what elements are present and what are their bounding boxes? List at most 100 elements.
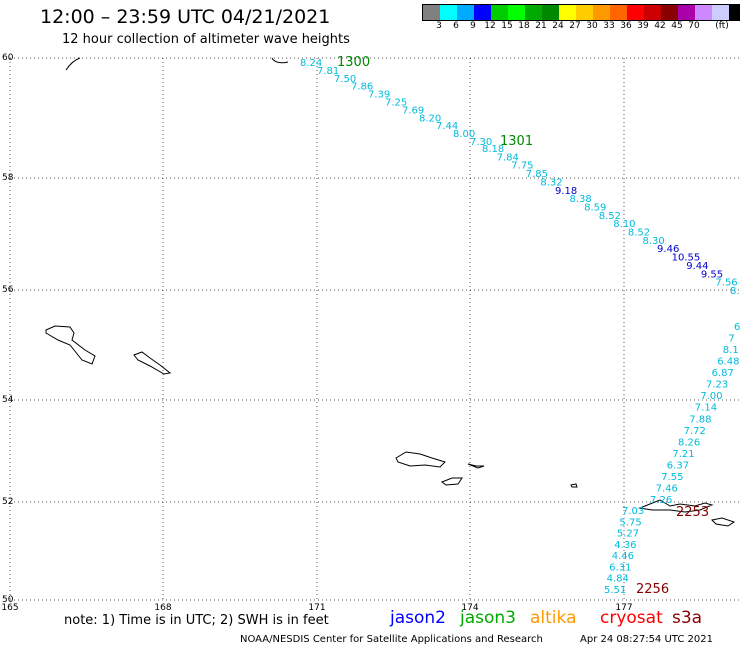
scale-swatch [593, 5, 610, 20]
swh-value: 9.18 [555, 186, 577, 197]
lon-label: 171 [308, 603, 325, 613]
scale-swatch [644, 5, 661, 20]
swh-value: 7.21 [672, 449, 694, 460]
swh-value: 6.87 [712, 368, 734, 379]
scale-label: 3 [436, 21, 442, 31]
scale-swatch [491, 5, 508, 20]
swh-value: 9.44 [686, 261, 708, 272]
swh-value: 8.18 [482, 144, 504, 155]
coastline [45, 325, 96, 365]
map-subtitle: 12 hour collection of altimeter wave hei… [62, 32, 350, 47]
swh-value: 6 [734, 322, 740, 333]
coastline [65, 57, 81, 71]
swh-value: 7.30 [470, 137, 492, 148]
swh-value: 7.75 [511, 161, 533, 172]
swh-value: 7.88 [689, 414, 711, 425]
coastline [133, 351, 172, 375]
scale-label: 33 [603, 21, 615, 31]
lat-label: 54 [2, 395, 14, 405]
lon-label: 165 [1, 603, 18, 613]
scale-label: 18 [518, 21, 530, 31]
map-title: 12:00 – 23:59 UTC 04/21/2021 [40, 6, 331, 28]
scale-unit: (ft) [715, 21, 729, 31]
coastline [440, 477, 463, 486]
coastline [395, 451, 446, 468]
coastline [467, 463, 485, 469]
lon-label: 174 [461, 603, 478, 613]
scale-swatch [695, 5, 712, 20]
swh-value: 8.26 [678, 437, 700, 448]
swh-value: 7.69 [402, 105, 424, 116]
credit-text: NOAA/NESDIS Center for Satellite Applica… [240, 634, 543, 645]
swh-value: 5.75 [619, 517, 641, 528]
scale-swatch [508, 5, 525, 20]
swh-value: 7.03 [622, 506, 644, 517]
swh-value: 7.56 [715, 278, 737, 289]
lon-label: 177 [615, 603, 632, 613]
swh-value: 4.46 [612, 551, 634, 562]
swh-value: 7.26 [650, 495, 672, 506]
swh-value: 8.20 [419, 113, 441, 124]
scale-label: 39 [637, 21, 649, 31]
satellite-s3a: s3a [672, 608, 703, 628]
swh-value: 7.81 [317, 66, 339, 77]
scale-label: 6 [453, 21, 459, 31]
scale-label: 9 [470, 21, 476, 31]
swh-value: 8.30 [642, 236, 664, 247]
scale-swatch [559, 5, 576, 20]
swh-value: 7.55 [661, 472, 683, 483]
scale-label: 45 [671, 21, 683, 31]
swh-value: 4.84 [607, 574, 629, 585]
lat-label: 60 [2, 53, 14, 63]
swh-value: 6.31 [609, 562, 631, 573]
swh-value: 7.14 [695, 403, 717, 414]
scale-swatch [661, 5, 678, 20]
swh-value: 7.50 [334, 74, 356, 85]
scale-swatch [440, 5, 457, 20]
footer-note: note: 1) Time is in UTC; 2) SWH is in fe… [64, 613, 329, 628]
lat-label: 50 [2, 595, 14, 605]
scale-label: 21 [535, 21, 547, 31]
scale-swatch [610, 5, 627, 20]
swh-value: 5.27 [617, 529, 639, 540]
scale-label: 36 [620, 21, 632, 31]
scale-swatch [712, 5, 729, 20]
swh-value: 7.39 [368, 90, 390, 101]
swh-value: 8.38 [570, 194, 592, 205]
scale-label: 27 [569, 21, 581, 31]
scale-label: 15 [501, 21, 513, 31]
scale-swatch [627, 5, 644, 20]
pass-time-label: 2253 [676, 505, 709, 520]
swh-value: 7.84 [497, 152, 519, 163]
swh-value: 7.72 [684, 426, 706, 437]
scale-label: 24 [552, 21, 564, 31]
satellite-altika: altika [530, 608, 577, 628]
swh-value: 8. [730, 286, 740, 297]
swh-value: 7.25 [385, 98, 407, 109]
swh-value: 9.46 [657, 244, 679, 255]
swh-value: 9.55 [701, 269, 723, 280]
pass-time-label: 2256 [636, 582, 669, 597]
swh-value: 7.23 [706, 380, 728, 391]
scale-swatch [525, 5, 542, 20]
color-scale [422, 4, 740, 21]
swh-value: 7.46 [656, 483, 678, 494]
coastline [638, 499, 714, 513]
swh-value: 6.37 [667, 460, 689, 471]
swh-value: 7.85 [526, 169, 548, 180]
scale-swatch [729, 5, 740, 20]
pass-time-label: 1300 [337, 55, 370, 70]
scale-label: 70 [688, 21, 700, 31]
lon-label: 168 [154, 603, 171, 613]
swh-value: 8.52 [628, 228, 650, 239]
swh-value: 7 [728, 334, 734, 345]
lat-label: 52 [2, 497, 13, 507]
swh-value: 8.32 [540, 177, 562, 188]
swh-value: 6.48 [717, 357, 739, 368]
swh-value: 8.24 [300, 58, 322, 69]
scale-label: 42 [654, 21, 666, 31]
scale-swatch [576, 5, 593, 20]
swh-value: 8.00 [453, 129, 475, 140]
scale-swatch [678, 5, 695, 20]
scale-swatch [457, 5, 474, 20]
